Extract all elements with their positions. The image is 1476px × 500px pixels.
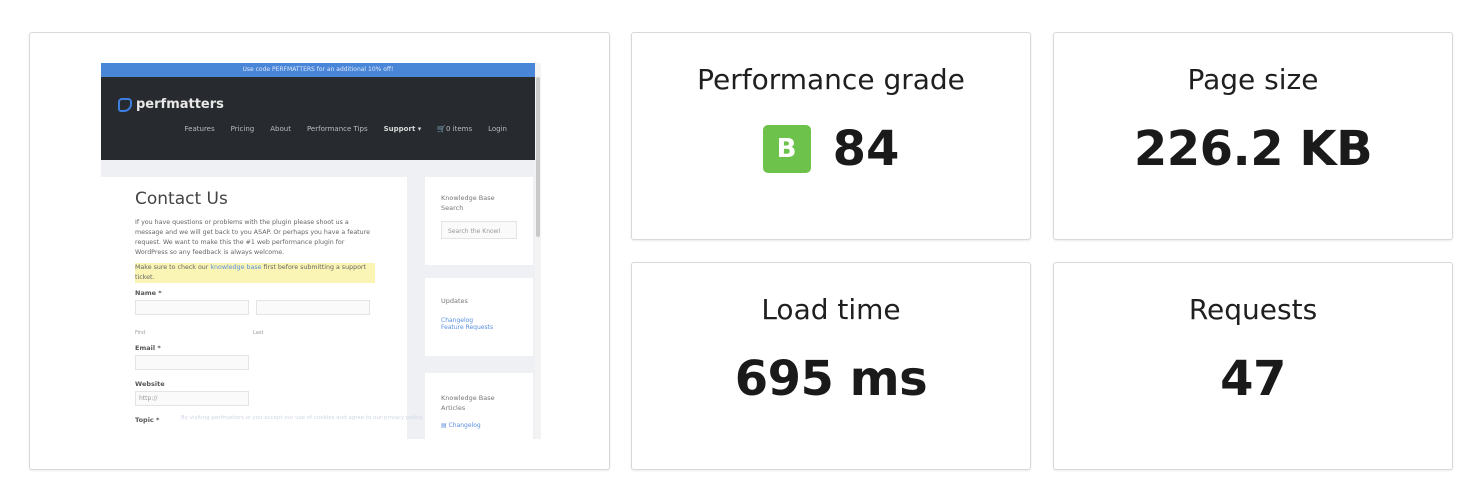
feature-requests-link: Feature Requests	[441, 324, 494, 331]
scrollbar-thumb	[536, 77, 540, 237]
logo-icon	[118, 97, 132, 112]
grade-badge: B	[762, 125, 811, 173]
document-icon: ▤	[441, 422, 449, 429]
updates-widget: Updates Changelog Feature Requests	[425, 278, 533, 356]
nav-cart: 🛒0 items	[437, 125, 473, 133]
intro-text: If you have questions or problems with t…	[135, 219, 370, 256]
changelog-link: Changelog	[441, 317, 474, 324]
grade-display: B 84	[632, 121, 1030, 177]
kb-notice: Make sure to check our knowledge base fi…	[135, 263, 375, 283]
email-field	[135, 355, 249, 370]
nav-features: Features	[184, 125, 215, 133]
screenshot-card: Use code PERFMATTERS for an additional 1…	[29, 32, 610, 470]
load-time-value: 695 ms	[734, 351, 928, 407]
site-header: perfmatters Features Pricing About Perfo…	[101, 77, 535, 160]
updates-title: Updates	[441, 297, 468, 305]
name-label: Name *	[135, 289, 162, 297]
last-label: Last	[253, 330, 264, 336]
grade-score: 84	[832, 121, 900, 177]
load-time-card: Load time 695 ms	[631, 262, 1031, 470]
kb-changelog-text: Changelog	[448, 422, 481, 429]
nav-support: Support ▾	[383, 125, 422, 133]
nav-about: About	[270, 125, 291, 133]
kb-search-title: Knowledge Base Search	[441, 194, 495, 212]
brand-name: perfmatters	[136, 97, 224, 112]
first-label: First	[135, 330, 146, 336]
kb-articles-title: Knowledge Base Articles	[441, 394, 495, 412]
kb-articles-widget: Knowledge Base Articles ▤ Changelog	[425, 373, 533, 439]
website-label: Website	[135, 380, 165, 388]
page-size-card: Page size 226.2 KB	[1053, 32, 1453, 240]
scrollbar	[535, 63, 541, 439]
performance-grade-card: Performance grade B 84	[631, 32, 1031, 240]
kb-link: knowledge base	[210, 264, 262, 271]
notice-text: Make sure to check our	[135, 264, 211, 271]
first-name-field	[135, 300, 249, 315]
site-logo: perfmatters	[118, 97, 224, 112]
page-size-value: 226.2 KB	[1133, 121, 1373, 177]
topic-label: Topic *	[135, 416, 160, 424]
notice-text-end: first before submitting a support ticket…	[135, 264, 366, 281]
page-screenshot: Use code PERFMATTERS for an additional 1…	[101, 63, 541, 439]
kb-search-widget: Knowledge Base Search Search the Knowl	[425, 177, 533, 265]
requests-label: Requests	[1188, 293, 1318, 326]
website-field: http://	[135, 391, 249, 406]
site-nav: Features Pricing About Performance Tips …	[185, 125, 507, 133]
email-label: Email *	[135, 344, 161, 352]
nav-performance-tips: Performance Tips	[306, 125, 368, 133]
performance-grade-label: Performance grade	[697, 63, 965, 96]
last-name-field	[256, 300, 371, 315]
nav-login: Login	[488, 125, 507, 133]
kb-search-input: Search the Knowl	[441, 221, 517, 239]
nav-pricing: Pricing	[230, 125, 255, 133]
contact-content: Contact Us If you have questions or prob…	[101, 177, 407, 439]
promo-banner: Use code PERFMATTERS for an additional 1…	[101, 63, 535, 77]
cookie-notice: By visiting perfmatters.io you accept ou…	[181, 415, 424, 421]
requests-value: 47	[1220, 351, 1286, 407]
requests-card: Requests 47	[1053, 262, 1453, 470]
page-size-label: Page size	[1187, 63, 1319, 96]
contact-title: Contact Us	[135, 189, 228, 209]
kb-changelog-link: ▤ Changelog	[441, 421, 533, 431]
load-time-label: Load time	[761, 293, 901, 326]
